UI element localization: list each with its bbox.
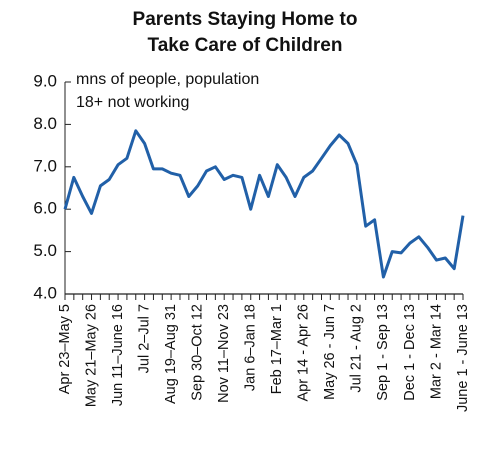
x-tick-label: Aug 19–Aug 31 xyxy=(163,304,179,404)
x-tick-label: Jul 2–Jul 7 xyxy=(136,304,152,373)
y-tick-label: 6.0 xyxy=(33,199,57,218)
y-tick-label: 8.0 xyxy=(33,114,57,133)
y-tick-label: 4.0 xyxy=(33,283,57,302)
x-tick-label: May 21–May 26 xyxy=(83,304,99,407)
annotation: mns of people, population xyxy=(76,71,259,88)
data-line xyxy=(63,129,465,279)
x-tick-label: Jan 6–Jan 18 xyxy=(243,304,259,391)
x-tick-label: Dec 1 - Dec 13 xyxy=(402,304,418,401)
x-tick-label: Sep 30–Oct 12 xyxy=(189,304,205,401)
x-tick-label: Apr 23–May 5 xyxy=(57,304,73,394)
chart-title: Take Care of Children xyxy=(148,35,343,56)
x-tick-label: Sep 1 - Sep 13 xyxy=(375,304,391,401)
x-tick-label: Jun 11–June 16 xyxy=(110,304,126,406)
y-tick-label: 5.0 xyxy=(33,241,57,260)
annotation: 18+ not working xyxy=(76,94,189,111)
x-tick-label: May 26 - Jun 7 xyxy=(322,304,338,400)
y-tick-label: 9.0 xyxy=(33,71,57,90)
x-tick-label: Nov 11–Nov 23 xyxy=(216,304,232,403)
x-tick-label: Jul 21 - Aug 2 xyxy=(349,304,365,393)
x-tick-label: Mar 2 - Mar 14 xyxy=(428,304,444,399)
x-tick-label: Apr 14 - Apr 26 xyxy=(296,304,312,402)
chart-title: Parents Staying Home to xyxy=(133,9,358,30)
y-tick-label: 7.0 xyxy=(33,156,57,175)
x-tick-label: June 1 - June 13 xyxy=(455,304,471,412)
x-tick-label: Feb 17–Mar 1 xyxy=(269,304,285,394)
